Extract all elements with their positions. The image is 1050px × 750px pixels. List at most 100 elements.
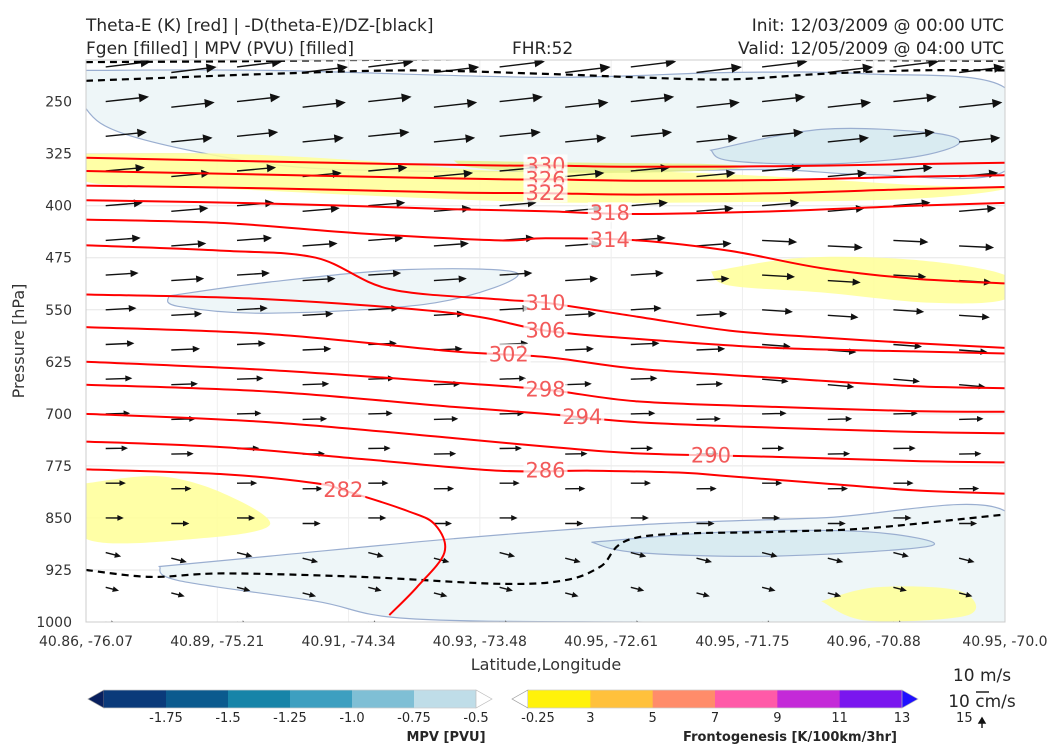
theta-e-contour-label: 298 bbox=[525, 378, 565, 402]
y-tick-label: 475 bbox=[45, 251, 72, 267]
wind-vector bbox=[565, 63, 611, 74]
wind-vector bbox=[236, 551, 253, 558]
x-tick-label: 40.89, -75.21 bbox=[170, 634, 264, 650]
wind-vector bbox=[302, 520, 321, 527]
wind-vector bbox=[171, 310, 203, 318]
wind-vector bbox=[302, 310, 334, 318]
colorbar-cell bbox=[715, 690, 778, 708]
wind-vector bbox=[827, 169, 867, 178]
theta-e-label-bg bbox=[688, 444, 733, 465]
theta-e-contour bbox=[86, 440, 1005, 495]
wind-vector bbox=[236, 164, 277, 173]
wind-vector bbox=[105, 514, 124, 521]
wind-vector bbox=[827, 63, 874, 74]
wind-vector bbox=[171, 63, 217, 74]
wind-vector bbox=[105, 551, 122, 558]
wind-vector bbox=[236, 480, 258, 486]
wind-vector bbox=[696, 63, 742, 74]
wind-vector bbox=[893, 164, 933, 173]
wind-vector bbox=[368, 128, 410, 138]
init-time: Init: 12/03/2009 @ 00:00 UTC bbox=[752, 16, 1004, 36]
vector-key-vertical-arrow bbox=[977, 716, 987, 728]
wind-vector bbox=[105, 234, 141, 243]
wind-vector bbox=[433, 485, 455, 492]
wind-vector bbox=[236, 234, 273, 243]
theta-e-contour-label: 302 bbox=[489, 343, 529, 367]
wind-vector bbox=[368, 410, 393, 417]
vector-key: 10 m/s 10 cm/s bbox=[948, 666, 1016, 728]
wind-vector bbox=[302, 416, 328, 422]
wind-vector bbox=[893, 445, 916, 452]
wind-vector bbox=[433, 63, 480, 74]
wind-vector bbox=[236, 586, 251, 592]
wind-vector bbox=[433, 169, 474, 178]
y-tick-label: 400 bbox=[45, 199, 72, 215]
wind-vector bbox=[171, 591, 185, 598]
theta-e-contour-label: 294 bbox=[562, 405, 602, 429]
wind-vector bbox=[761, 551, 778, 558]
wind-vector bbox=[959, 416, 984, 422]
wind-vector bbox=[762, 514, 781, 521]
x-tick-label: 40.95, -70.0 bbox=[962, 634, 1047, 650]
colorbar-cell bbox=[528, 690, 591, 708]
theta-e-label-bg bbox=[523, 378, 568, 399]
wind-vector bbox=[499, 375, 527, 382]
wind-vector bbox=[302, 240, 338, 248]
wind-vector bbox=[171, 240, 207, 248]
wind-vector bbox=[105, 375, 133, 382]
wind-vector bbox=[236, 514, 256, 521]
colorbar-tick-label: -1.25 bbox=[273, 711, 307, 726]
colorbar-extend-low bbox=[87, 689, 105, 709]
wind-vector bbox=[105, 586, 120, 592]
wind-vector bbox=[893, 93, 937, 103]
x-tick-label: 40.86, -76.07 bbox=[39, 634, 133, 650]
theta-e-contour-label: 310 bbox=[525, 291, 565, 315]
wind-vector bbox=[236, 269, 270, 278]
wind-vector bbox=[827, 416, 853, 422]
colorbar-cell bbox=[290, 690, 353, 708]
wind-vector bbox=[302, 380, 330, 388]
wind-vector bbox=[433, 416, 459, 422]
wind-vector bbox=[959, 134, 1001, 143]
y-tick-label: 700 bbox=[45, 407, 72, 423]
colorbar-tick-label: 9 bbox=[773, 711, 781, 726]
colorbar-extend-high bbox=[901, 689, 919, 709]
theta-e-contour-label: 314 bbox=[590, 228, 630, 252]
wind-vector bbox=[105, 340, 135, 347]
theta-e-contours bbox=[86, 156, 1005, 616]
fgen-region bbox=[710, 256, 1005, 304]
wind-vector bbox=[893, 480, 914, 486]
colorbar-tick-label: -0.25 bbox=[521, 711, 555, 726]
wind-vector bbox=[236, 375, 264, 382]
wind-vector bbox=[893, 128, 935, 138]
wind-vector bbox=[827, 243, 863, 251]
wind-vector bbox=[302, 345, 332, 353]
wind-vector bbox=[761, 586, 776, 592]
wind-vector bbox=[893, 377, 920, 384]
y-axis-label: Pressure [hPa] bbox=[9, 284, 28, 399]
ddz-contour bbox=[86, 513, 1005, 586]
theta-e-label-bg bbox=[587, 202, 632, 223]
theta-e-contour-label: 306 bbox=[525, 319, 565, 343]
wind-vector bbox=[762, 199, 800, 208]
wind-vector bbox=[697, 627, 707, 631]
wind-vector bbox=[762, 237, 798, 246]
y-tick-label: 625 bbox=[45, 355, 72, 371]
wind-vector bbox=[565, 520, 584, 527]
wind-vector bbox=[893, 410, 918, 417]
valid-time: Valid: 12/05/2009 @ 04:00 UTC bbox=[738, 39, 1004, 59]
y-tick-label: 850 bbox=[45, 511, 72, 527]
wind-vector bbox=[827, 383, 855, 390]
wind-vector bbox=[565, 557, 581, 564]
vector-key-vertical-label: 10 cm/s bbox=[948, 692, 1016, 712]
wind-vector bbox=[959, 627, 969, 631]
wind-vector bbox=[171, 98, 215, 108]
x-tick-label: 40.93, -73.48 bbox=[433, 634, 527, 650]
theta-e-label-bg bbox=[321, 479, 366, 500]
wind-vector bbox=[630, 269, 664, 278]
mpv-region bbox=[591, 529, 935, 557]
colorbar-tick-label: -1.75 bbox=[149, 711, 183, 726]
wind-vector bbox=[827, 313, 859, 321]
wind-vector bbox=[565, 98, 609, 108]
colorbar-tick-label: -1.0 bbox=[339, 711, 364, 726]
